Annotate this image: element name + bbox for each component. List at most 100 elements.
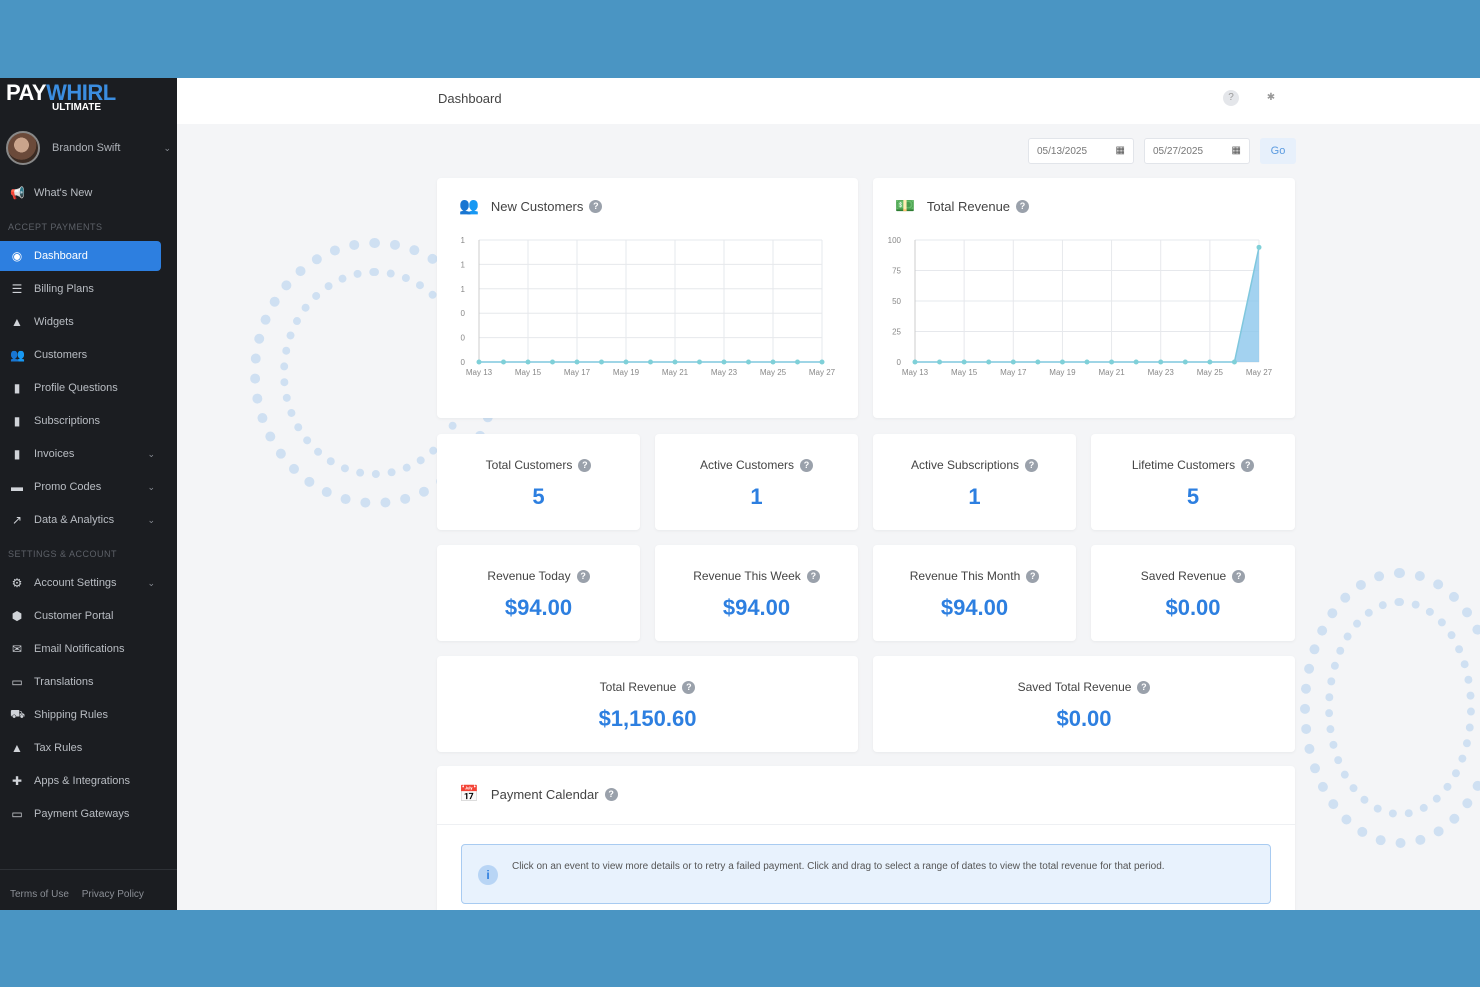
data-point[interactable] (986, 359, 992, 365)
data-point[interactable] (1182, 359, 1188, 365)
help-icon[interactable]: ? (1025, 458, 1039, 472)
sidebar: PAYWHIRL ULTIMATE Brandon Swift ⌄ 📢 What… (0, 78, 177, 910)
data-point[interactable] (795, 359, 800, 365)
sidebar-item-customer-portal[interactable]: ⬢ Customer Portal (0, 601, 161, 631)
stat-label: Saved Revenue? (1091, 569, 1295, 583)
topbar: Dashboard ? ✱ (177, 78, 1480, 124)
data-point[interactable] (746, 359, 751, 365)
data-point[interactable] (1109, 359, 1115, 365)
dashboard-icon: ◉ (11, 249, 23, 263)
sidebar-item-apps-integrations[interactable]: ✚ Apps & Integrations (0, 766, 161, 796)
data-point[interactable] (1207, 359, 1213, 365)
stat-label: Lifetime Customers? (1091, 458, 1295, 472)
help-icon[interactable]: ? (1026, 569, 1040, 583)
data-point[interactable] (1256, 244, 1262, 250)
credit-card-icon: ▭ (11, 807, 23, 821)
help-icon[interactable]: ? (576, 569, 590, 583)
data-point[interactable] (721, 359, 727, 365)
sidebar-item-whats-new[interactable]: 📢 What's New (0, 178, 161, 208)
data-point[interactable] (1010, 359, 1016, 365)
series-line (915, 247, 1260, 363)
data-point[interactable] (672, 359, 678, 365)
chevron-down-icon: ⌄ (163, 142, 171, 153)
data-point[interactable] (912, 359, 918, 365)
help-icon[interactable]: ? (604, 787, 618, 801)
sidebar-item-billing-plans[interactable]: ☰ Billing Plans (0, 274, 161, 304)
help-icon[interactable]: ? (589, 199, 603, 213)
card-title: Payment Calendar (490, 786, 599, 802)
help-icon[interactable]: ? (682, 680, 696, 694)
help-icon[interactable]: ? (1232, 569, 1246, 583)
stat-active-customers: Active Customers? 1 (655, 434, 858, 530)
data-point[interactable] (574, 359, 580, 365)
help-icon[interactable]: ? (806, 569, 820, 583)
data-point[interactable] (525, 359, 531, 365)
sidebar-item-email-notifications[interactable]: ✉ Email Notifications (0, 634, 161, 664)
data-point[interactable] (1084, 359, 1090, 365)
calendar-icon: ▦ (1231, 145, 1241, 156)
data-point[interactable] (961, 359, 967, 365)
data-point[interactable] (1059, 359, 1065, 365)
sidebar-item-subscriptions[interactable]: ▮ Subscriptions (0, 406, 161, 436)
sidebar-item-translations[interactable]: ▭ Translations (0, 667, 161, 697)
x-tick-label: May 15 (951, 368, 978, 377)
sidebar-item-promo-codes[interactable]: ▬ Promo Codes ⌄ (0, 472, 161, 502)
help-icon[interactable]: ? (578, 458, 592, 472)
y-tick-label: 1 (461, 236, 466, 245)
start-date-input[interactable]: 05/13/2025 ▦ (1028, 138, 1134, 164)
y-tick-label: 25 (892, 328, 901, 337)
data-point[interactable] (623, 359, 629, 365)
sidebar-item-label: Widgets (34, 316, 74, 328)
privacy-link[interactable]: Privacy Policy (81, 889, 144, 900)
help-icon[interactable]: ? (1223, 90, 1239, 106)
sidebar-item-payment-gateways[interactable]: ▭ Payment Gateways (0, 799, 161, 829)
stat-revenue-this-month: Revenue This Month? $94.00 (873, 545, 1076, 641)
sidebar-item-tax-rules[interactable]: ▲ Tax Rules (0, 733, 161, 763)
data-point[interactable] (476, 359, 482, 365)
data-point[interactable] (1158, 359, 1164, 365)
data-point[interactable] (1035, 359, 1041, 365)
data-point[interactable] (697, 359, 702, 365)
help-icon[interactable]: ? (800, 458, 814, 472)
chevron-down-icon: ⌄ (147, 577, 155, 588)
help-icon[interactable]: ? (1016, 199, 1030, 213)
data-point[interactable] (1231, 359, 1237, 365)
user-menu[interactable]: Brandon Swift ⌄ (0, 128, 177, 168)
sidebar-item-widgets[interactable]: ▲ Widgets (0, 307, 161, 337)
terms-link[interactable]: Terms of Use (10, 889, 69, 900)
sidebar-item-profile-questions[interactable]: ▮ Profile Questions (0, 373, 161, 403)
settings-icon[interactable]: ✱ (1266, 92, 1276, 103)
sidebar-item-label: Billing Plans (34, 283, 94, 295)
sidebar-item-shipping-rules[interactable]: ⛟ Shipping Rules (0, 700, 161, 730)
email-icon: ✉ (11, 642, 23, 656)
sidebar-item-label: What's New (34, 187, 93, 199)
data-point[interactable] (550, 359, 555, 365)
data-point[interactable] (648, 359, 653, 365)
y-tick-label: 1 (461, 260, 466, 269)
info-icon: i (478, 865, 498, 885)
y-tick-label: 75 (892, 267, 901, 276)
translate-icon: ▭ (11, 675, 23, 689)
go-button[interactable]: Go (1260, 138, 1296, 164)
help-icon[interactable]: ? (1241, 458, 1255, 472)
paywhirl-logo[interactable]: PAYWHIRL ULTIMATE (0, 78, 177, 116)
x-tick-label: May 19 (613, 368, 640, 377)
help-icon[interactable]: ? (1137, 680, 1151, 694)
sidebar-item-customers[interactable]: 👥 Customers (0, 340, 161, 370)
sidebar-item-dashboard[interactable]: ◉ Dashboard (0, 241, 161, 271)
end-date-input[interactable]: 05/27/2025 ▦ (1144, 138, 1250, 164)
calendar-icon: ▦ (1115, 145, 1125, 156)
data-point[interactable] (937, 359, 943, 365)
data-point[interactable] (770, 359, 776, 365)
data-point[interactable] (599, 359, 604, 365)
sidebar-item-data-analytics[interactable]: ↗ Data & Analytics ⌄ (0, 505, 161, 535)
data-point[interactable] (501, 359, 506, 365)
data-point[interactable] (1133, 359, 1139, 365)
sidebar-item-label: Shipping Rules (34, 709, 108, 721)
x-tick-label: May 25 (760, 368, 787, 377)
data-point[interactable] (819, 359, 825, 365)
sidebar-item-account-settings[interactable]: ⚙ Account Settings ⌄ (0, 568, 161, 598)
sidebar-item-invoices[interactable]: ▮ Invoices ⌄ (0, 439, 161, 469)
